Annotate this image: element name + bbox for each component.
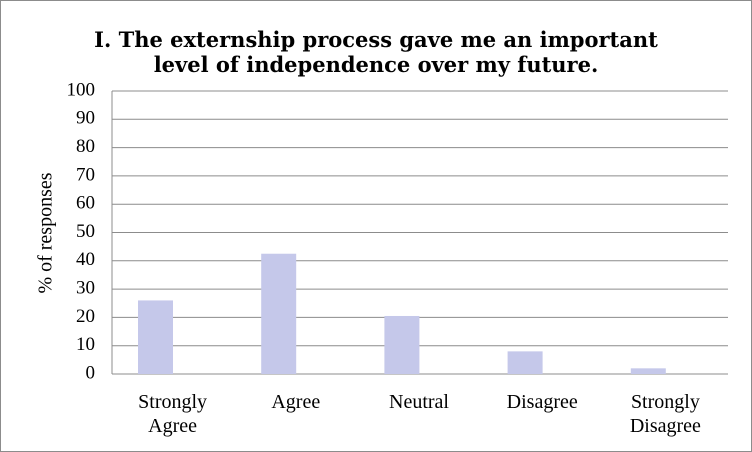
y-tick-label: 60 xyxy=(76,193,95,214)
chart-title-line-2: level of independence over my future. xyxy=(153,52,599,77)
y-tick-labels: 0 10 20 30 40 50 60 70 80 90 100 xyxy=(67,79,96,383)
bars xyxy=(138,253,666,374)
x-category-label: Strongly Agree xyxy=(138,391,207,437)
x-category-label-line: Neutral xyxy=(389,391,449,413)
bar xyxy=(261,253,297,374)
x-category-label-line: Agree xyxy=(271,391,320,413)
x-category-label-line: Strongly xyxy=(631,391,700,413)
bar xyxy=(507,351,543,374)
x-category-label-line: Strongly xyxy=(138,391,207,413)
y-tick-label: 80 xyxy=(76,136,95,157)
bar xyxy=(630,368,666,374)
gridlines xyxy=(111,90,728,375)
x-category-label: Disagree xyxy=(507,391,578,413)
chart-title-line-1: I. The externship process gave me an imp… xyxy=(94,27,658,52)
y-tick-label: 90 xyxy=(76,108,95,129)
x-category-label: Agree xyxy=(271,391,320,413)
chart-title: I. The externship process gave me an imp… xyxy=(0,27,752,77)
x-category-label-line: Disagree xyxy=(630,415,701,437)
y-tick-label: 0 xyxy=(86,362,96,383)
y-tick-label: 100 xyxy=(67,79,96,100)
x-category-label-line: Disagree xyxy=(507,391,578,413)
y-tick-label: 20 xyxy=(76,306,95,327)
y-axis-label: % of responses xyxy=(35,172,57,293)
y-tick-label: 70 xyxy=(76,164,95,185)
y-tick-label: 50 xyxy=(76,221,95,242)
y-tick-label: 10 xyxy=(76,334,95,355)
bar xyxy=(138,300,173,374)
y-tick-label: 30 xyxy=(76,277,95,298)
x-category-label: Strongly Disagree xyxy=(630,391,701,437)
bar xyxy=(384,315,420,374)
x-category-label: Neutral xyxy=(389,391,449,413)
y-tick-label: 40 xyxy=(76,249,95,270)
x-category-label-line: Agree xyxy=(148,415,197,437)
